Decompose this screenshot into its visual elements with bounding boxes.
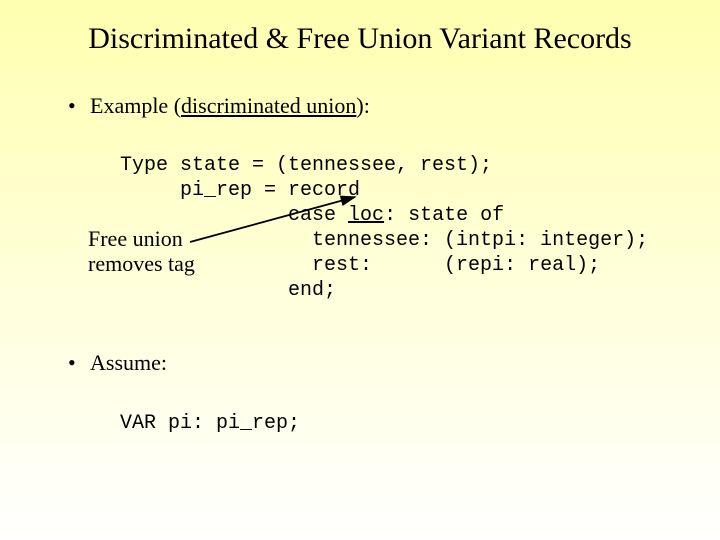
bullet1-underlined: discriminated union (181, 93, 356, 118)
slide-title: Discriminated & Free Union Variant Recor… (0, 22, 720, 56)
bullet-example: •Example (discriminated union): (68, 93, 370, 119)
bullet-dot-icon: • (68, 93, 90, 119)
bullet2-text: Assume: (90, 350, 167, 375)
slide: Discriminated & Free Union Variant Recor… (0, 0, 720, 540)
annotation-free-union: Free union removes tag (88, 226, 195, 276)
bullet1-suffix: ): (356, 93, 369, 118)
code-line-3a: case (120, 204, 348, 227)
code-line-6: end; (120, 279, 336, 302)
bullet1-prefix: Example ( (90, 93, 181, 118)
annotation-line-2: removes tag (88, 251, 195, 276)
code-block: Type state = (tennessee, rest); pi_rep =… (120, 128, 648, 303)
code-line-1: Type state = (tennessee, rest); (120, 154, 492, 177)
code-line-4: tennessee: (intpi: integer); (120, 229, 648, 252)
bullet-assume: •Assume: (68, 350, 167, 376)
code-line-2: pi_rep = record (120, 179, 360, 202)
code-line-3b: : state of (384, 204, 504, 227)
bullet-dot-icon: • (68, 350, 90, 376)
annotation-line-1: Free union (88, 226, 183, 251)
code-loc-tag: loc (348, 204, 384, 227)
assume-code-line: VAR pi: pi_rep; (120, 412, 300, 435)
assume-code: VAR pi: pi_rep; (120, 386, 300, 436)
